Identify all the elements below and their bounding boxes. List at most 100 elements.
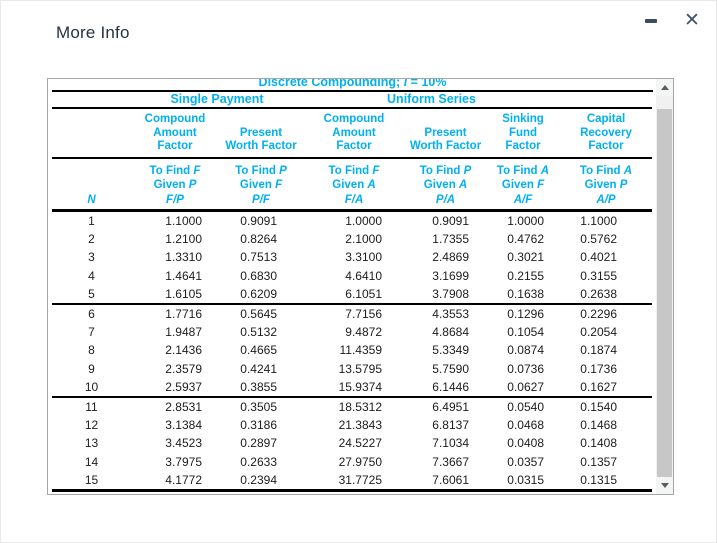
factor-value-cell: 0.1315 [560,470,652,493]
factor-value-cell: 0.3155 [580,268,617,283]
scroll-down-button[interactable] [656,477,673,494]
factor-value-cell: 0.0874 [507,343,544,358]
scroll-down-icon [660,483,669,488]
group-header-spacer [52,92,131,109]
factor-value-cell: 0.5762 [580,232,617,247]
vertical-scrollbar[interactable] [656,79,673,494]
factor-value-cell: 0.1357 [580,454,617,469]
table-row: 1 1.1000 0.9091 1.0000 0.9091 1.0000 1.1000 [52,211,652,231]
scroll-up-button[interactable] [656,79,673,96]
group-header-row: Single Payment Uniform Series [52,92,652,109]
n-cell: 5 [52,284,131,306]
column-header-pf: Present Worth Factor [219,108,303,159]
factor-value-cell: 0.4021 [580,250,617,265]
factor-value-cell: 2.5937 [131,377,219,399]
find-header-fa: To Find F Given A F/A [303,157,405,212]
scrollbar-thumb[interactable] [657,109,672,477]
table-row: 2 1.2100 0.8264 2.1000 1.7355 0.4762 0.5762 [52,230,652,248]
compound-interest-table: Single Payment Uniform Series Compound A… [52,92,652,493]
n-cell: 1 [88,214,95,228]
factor-value-cell: 1.1000 [165,214,202,228]
close-button[interactable]: ✕ [678,7,706,35]
factor-value-cell: 3.1699 [432,268,469,283]
factor-value-cell: 0.2633 [240,454,277,469]
n-cell: 7 [88,325,95,340]
group-header-single-payment: Single Payment [131,92,303,109]
factor-value-cell: 1.4641 [165,268,202,283]
factor-value-cell: 2.1436 [165,343,202,358]
factor-value-cell: 2.4869 [432,250,469,265]
factor-value-cell: 6.8137 [432,418,469,433]
factor-value-cell: 0.4665 [240,343,277,358]
factor-value-cell: 7.1034 [432,436,469,451]
table-row: 15 4.1772 0.2394 31.7725 7.6061 0.0315 0.1315 [52,470,652,493]
factor-value-cell: 0.3855 [219,377,303,399]
factor-value-cell: 0.1736 [580,361,617,376]
factor-value-cell: 0.0468 [507,418,544,433]
find-header-pf: To Find P Given F P/F [219,157,303,212]
factor-value-cell: 1.2100 [165,232,202,247]
factor-value-cell: 0.7513 [240,250,277,265]
factor-value-cell: 9.4872 [345,325,382,340]
close-icon: ✕ [684,10,700,31]
factor-value-cell: 0.2296 [580,307,617,322]
n-cell: 11 [85,400,98,415]
table-row: 9 2.3579 0.4241 13.5795 5.7590 0.0736 0.1736 [52,360,652,378]
factor-value-cell: 1.6105 [131,284,219,306]
factor-value-cell: 7.7156 [345,307,382,322]
factor-value-cell: 0.8264 [240,232,277,247]
factor-table-panel: Discrete Compounding; i = 10% Single Pay… [47,78,674,495]
factor-value-cell: 4.3553 [432,307,469,322]
table-title: Discrete Compounding; i = 10% [52,79,653,92]
factor-value-cell: 0.0736 [507,361,544,376]
window-controls: ✕ [638,7,706,35]
factor-value-cell: 7.6061 [405,470,486,493]
factor-value-cell: 27.9750 [338,454,382,469]
factor-value-cell: 0.0315 [486,470,560,493]
factor-value-cell: 0.5645 [240,307,277,322]
factor-value-cell: 0.5132 [240,325,277,340]
n-cell: 3 [88,250,95,265]
factor-value-cell: 1.7716 [165,307,202,322]
factor-value-cell: 1.0000 [507,214,544,228]
table-body: 1 1.1000 0.9091 1.0000 0.9091 1.0000 1.1000 2 1.… [52,211,652,493]
factor-value-cell: 0.1054 [507,325,544,340]
factor-value-cell: 6.4951 [432,400,469,415]
dialog-title: More Info [56,23,130,42]
factor-value-cell: 5.3349 [432,343,469,358]
factor-value-cell: 1.9487 [165,325,202,340]
factor-value-cell: 3.1384 [165,418,202,433]
minimize-button[interactable] [638,7,664,33]
factor-value-cell: 0.1296 [507,307,544,322]
group-header-uniform-series: Uniform Series [303,92,560,109]
factor-value-cell: 0.3186 [240,418,277,433]
factor-value-cell: 18.5312 [338,400,382,415]
table-row: 8 2.1436 0.4665 11.4359 5.3349 0.0874 0.1874 [52,341,652,359]
n-cell: 14 [84,454,99,469]
factor-value-cell: 0.1627 [560,377,652,399]
factor-value-cell: 0.0357 [507,454,544,469]
n-cell: 6 [88,307,95,322]
table-scroll-view[interactable]: Discrete Compounding; i = 10% Single Pay… [48,79,656,494]
factor-value-cell: 31.7725 [303,470,405,493]
factor-value-cell: 4.8684 [432,325,469,340]
n-cell: 13 [84,436,99,451]
factor-value-cell: 21.3843 [338,418,382,433]
n-cell: 4 [88,268,95,283]
column-header-pa: Present Worth Factor [405,108,486,159]
table-row: 5 1.6105 0.6209 6.1051 3.7908 0.1638 0.2638 [52,284,652,306]
factor-value-cell: 6.1051 [303,284,405,306]
factor-value-cell: 7.3667 [432,454,469,469]
column-header-af: Sinking Fund Factor [486,108,560,159]
find-header-pa: To Find P Given A P/A [405,157,486,212]
factor-value-cell: 0.2054 [580,325,617,340]
factor-value-cell: 5.7590 [432,361,469,376]
factor-value-cell: 0.3021 [507,250,544,265]
factor-value-cell: 0.1468 [580,418,617,433]
factor-value-cell: 24.5227 [338,436,382,451]
factor-value-cell: 0.4762 [507,232,544,247]
table-row: 12 3.1384 0.3186 21.3843 6.8137 0.0468 0.1468 [52,416,652,434]
n-cell: 8 [88,343,95,358]
column-header-ap: Capital Recovery Factor [560,108,652,159]
factor-value-cell: 2.1000 [345,232,382,247]
